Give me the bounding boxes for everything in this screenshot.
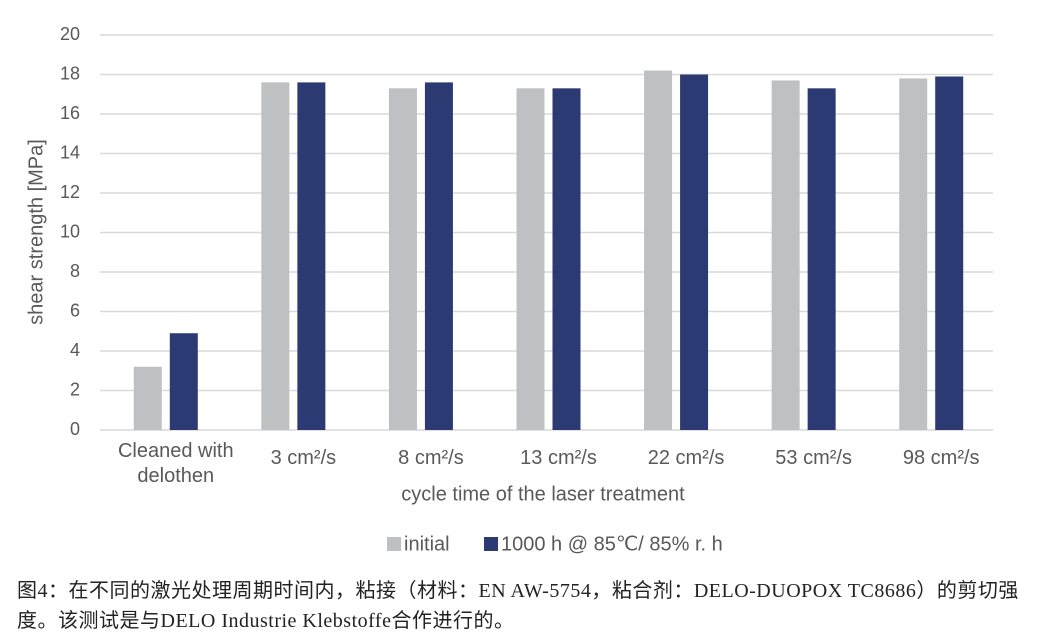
bar [771, 80, 800, 431]
x-axis-title: cycle time of the laser treatment [401, 483, 685, 505]
x-tick-label: Cleaned with delothen [117, 440, 234, 487]
y-tick-label: 12 [60, 182, 80, 202]
y-tick-label: 8 [70, 261, 80, 281]
y-tick-label: 10 [60, 221, 80, 241]
caption: 图4：在不同的激光处理周期时间内，粘接（材料：EN AW-5754，粘合剂：DE… [17, 580, 1019, 632]
legend-label: 1000 h @ 85℃/ 85% r. h [501, 533, 723, 555]
x-tick-label: 3 cm²/s [270, 447, 337, 469]
y-tick-label: 18 [60, 63, 80, 83]
bar [680, 74, 709, 430]
bar [297, 82, 326, 431]
x-tick-label: 53 cm²/s [775, 447, 852, 469]
bar [261, 82, 290, 431]
y-tick-label: 2 [70, 379, 80, 399]
bar [935, 76, 964, 430]
y-axis-title: shear strength [MPa] [25, 139, 47, 325]
legend-swatch [484, 537, 498, 551]
legend-label: initial [404, 533, 450, 555]
x-tick-label: 98 cm²/s [902, 447, 980, 469]
y-tick-label: 4 [70, 340, 80, 360]
y-tick-label: 20 [60, 24, 80, 44]
bar [424, 82, 453, 431]
bar [388, 88, 417, 430]
y-tick-label: 0 [70, 419, 80, 439]
y-tick-label: 6 [70, 300, 80, 320]
x-tick-label: 22 cm²/s [647, 447, 725, 469]
bar [644, 70, 673, 431]
y-tick-label: 16 [60, 103, 80, 123]
bar [516, 88, 545, 430]
bar [807, 88, 836, 430]
x-tick-label: 8 cm²/s [398, 447, 464, 469]
bar [133, 366, 162, 430]
y-tick-label: 14 [60, 142, 80, 162]
x-tick-label: 13 cm²/s [520, 447, 597, 469]
bar [169, 333, 198, 430]
bar [899, 78, 928, 430]
legend-swatch [387, 537, 401, 551]
bar [552, 88, 581, 430]
